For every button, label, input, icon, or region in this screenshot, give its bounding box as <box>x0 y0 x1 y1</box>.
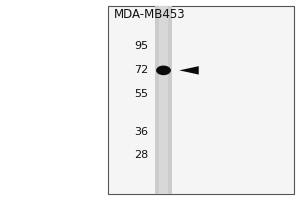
Text: 72: 72 <box>134 65 149 75</box>
Bar <box>159 6 168 194</box>
Text: 36: 36 <box>135 127 149 137</box>
Text: 95: 95 <box>134 41 149 51</box>
Ellipse shape <box>156 66 171 75</box>
Bar <box>108 6 294 194</box>
Text: MDA-MB453: MDA-MB453 <box>114 8 186 21</box>
Polygon shape <box>179 66 199 75</box>
Bar <box>155 6 172 194</box>
Text: 28: 28 <box>134 150 149 160</box>
Text: 55: 55 <box>135 89 149 99</box>
